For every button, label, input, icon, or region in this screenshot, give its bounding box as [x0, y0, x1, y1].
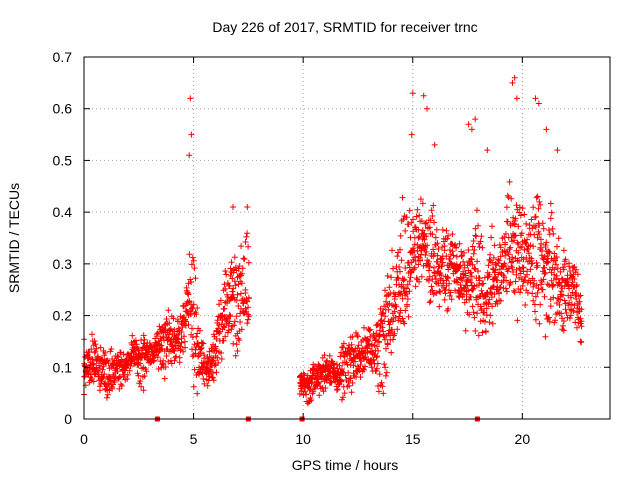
x-tick-label: 0 — [80, 431, 88, 447]
y-axis-label: SRMTID / TECUs — [6, 183, 22, 293]
x-tick-label: 15 — [405, 431, 421, 447]
y-tick-label: 0.5 — [53, 152, 73, 168]
plot-frame — [83, 56, 611, 420]
y-tick-label: 0 — [64, 411, 72, 427]
y-tick-label: 0.1 — [53, 359, 73, 375]
x-tick-label: 5 — [190, 431, 198, 447]
y-tick-label: 0.3 — [53, 256, 73, 272]
x-axis-label: GPS time / hours — [292, 457, 399, 473]
y-tick-label: 0.6 — [53, 101, 73, 117]
x-tick-label: 20 — [515, 431, 531, 447]
y-tick-label: 0.7 — [53, 49, 73, 65]
y-tick-label: 0.2 — [53, 308, 73, 324]
chart-title: Day 226 of 2017, SRMTID for receiver trn… — [212, 19, 477, 35]
x-tick-label: 10 — [295, 431, 311, 447]
y-tick-label: 0.4 — [53, 204, 73, 220]
axis-ticks: 0 0.1 0.2 0.3 0.4 0.5 0.6 0.7 0 5 10 15 20 — [53, 49, 610, 447]
